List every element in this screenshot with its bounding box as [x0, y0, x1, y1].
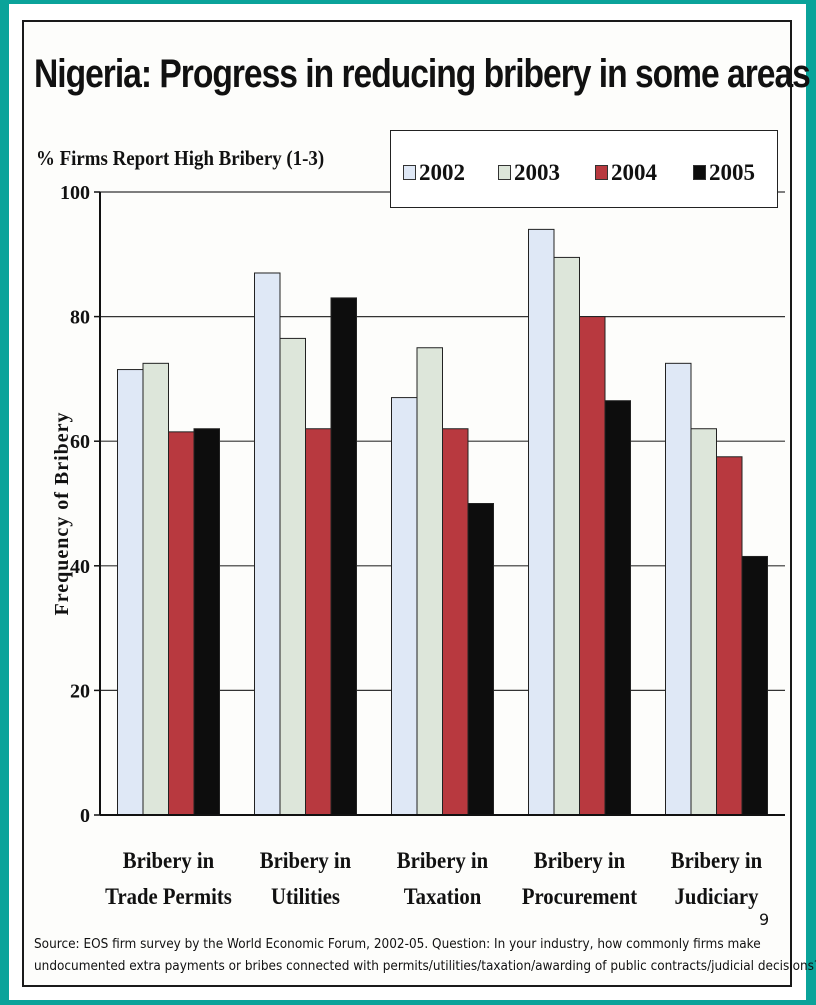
legend-label: 2005 — [709, 160, 755, 185]
bar-2005-1 — [193, 428, 220, 816]
legend-swatch — [595, 165, 608, 180]
source-line-2: undocumented extra payments or bribes co… — [34, 959, 816, 974]
x-category-label: Bribery in — [123, 848, 214, 873]
x-category-label: Utilities — [271, 884, 340, 909]
x-category-label: Bribery in — [397, 848, 488, 873]
y-tick-label: 100 — [60, 182, 90, 204]
bar-2002-4 — [528, 228, 555, 816]
bar-2004-5 — [716, 456, 743, 816]
y-tick-label: 0 — [80, 805, 90, 827]
legend-swatch — [693, 165, 706, 180]
x-category-label: Bribery in — [534, 848, 625, 873]
y-tick-label: 40 — [70, 556, 90, 578]
bar-2002-3 — [391, 397, 418, 816]
labels: 0 20 40 60 80 100 Frequency of Bribery Bribery … — [51, 182, 762, 909]
source-line-1: Source: EOS firm survey by the World Eco… — [34, 937, 761, 952]
x-category-label: Bribery in — [260, 848, 351, 873]
page-number: 9 — [759, 910, 770, 929]
x-category-label: Taxation — [404, 884, 481, 909]
bar-2004-3 — [442, 428, 469, 816]
legend: 2002 2003 2004 2005 — [390, 130, 778, 208]
y-axis-caption: % Firms Report High Bribery (1-3) — [36, 146, 325, 170]
bar-2003-3 — [416, 347, 443, 816]
bar-2002-1 — [117, 369, 144, 816]
bar-2004-1 — [168, 431, 195, 816]
x-category-label: Bribery in — [671, 848, 762, 873]
legend-label: 2004 — [611, 160, 657, 185]
source-note: Source: EOS firm survey by the World Eco… — [34, 934, 816, 978]
y-tick-label: 60 — [70, 431, 90, 453]
y-tick-label: 20 — [70, 680, 90, 702]
x-category-label: Judiciary — [675, 884, 759, 909]
bar-2002-2 — [254, 272, 281, 816]
bar-2005-5 — [741, 555, 768, 816]
bar-2005-4 — [604, 400, 631, 816]
bar-2003-5 — [690, 428, 717, 816]
axes — [94, 191, 785, 816]
legend-label: 2003 — [514, 160, 560, 185]
legend-swatch — [403, 165, 416, 180]
legend-label: 2002 — [419, 160, 465, 185]
x-category-label: Trade Permits — [105, 884, 232, 909]
bars — [117, 228, 768, 816]
bar-2005-2 — [330, 297, 357, 816]
bar-2002-5 — [665, 362, 692, 816]
bar-2004-4 — [579, 316, 606, 816]
bar-2003-4 — [553, 256, 580, 816]
legend-swatch — [498, 165, 511, 180]
y-tick-label: 80 — [70, 307, 90, 329]
x-category-label: Procurement — [522, 884, 638, 909]
y-axis-label: Frequency of Bribery — [51, 411, 73, 615]
bar-2004-2 — [305, 428, 332, 816]
bar-2003-1 — [142, 362, 169, 816]
bar-2005-3 — [467, 503, 494, 816]
bar-2003-2 — [279, 337, 306, 816]
